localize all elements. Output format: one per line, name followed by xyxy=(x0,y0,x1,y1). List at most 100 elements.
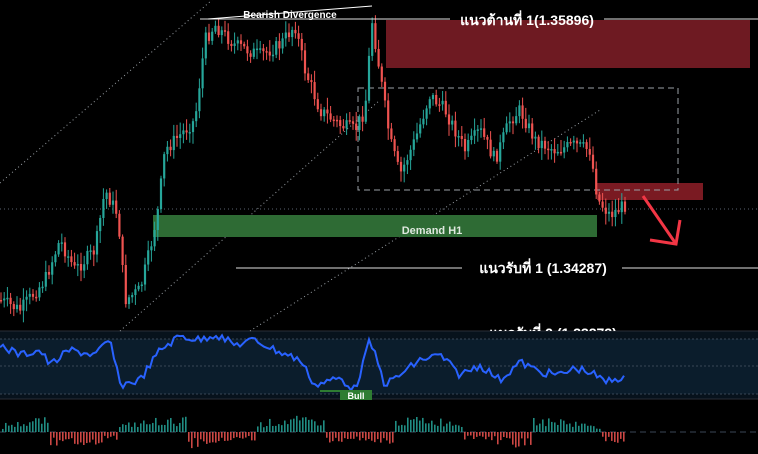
candle-body xyxy=(579,142,582,144)
histogram-bar xyxy=(107,432,109,439)
candle-body xyxy=(22,299,25,311)
candle-body xyxy=(102,198,105,218)
candle-body xyxy=(265,51,268,53)
histogram-bar xyxy=(197,432,199,447)
candle-body xyxy=(54,254,57,263)
histogram-bar xyxy=(530,432,532,445)
candle-body xyxy=(403,164,406,172)
momentum-histogram xyxy=(2,415,625,449)
histogram-bar xyxy=(488,432,490,437)
candle-body xyxy=(195,111,198,122)
histogram-bar xyxy=(611,432,613,441)
candle-body xyxy=(134,289,137,296)
histogram-bar xyxy=(32,421,34,432)
histogram-bar xyxy=(167,419,169,432)
histogram-bar xyxy=(497,432,499,445)
supply-zone-small xyxy=(597,183,703,200)
histogram-bar xyxy=(236,432,238,438)
histogram-bar xyxy=(125,424,127,432)
histogram-bar xyxy=(458,425,460,432)
histogram-bar xyxy=(317,425,319,432)
resistance-1-label: แนวต้านที่ 1(1.35896) xyxy=(460,10,594,28)
candle-body xyxy=(220,30,223,36)
histogram-bar xyxy=(338,432,340,442)
histogram-bar xyxy=(548,418,550,432)
histogram-bar xyxy=(35,418,37,432)
candle-body xyxy=(175,135,179,138)
candle-body xyxy=(367,55,371,101)
histogram-bar xyxy=(362,432,364,438)
histogram-bar xyxy=(521,432,523,439)
histogram-bar xyxy=(503,432,505,438)
candle-body xyxy=(447,114,451,125)
candle-body xyxy=(415,133,419,140)
histogram-bar xyxy=(350,432,352,439)
histogram-bar xyxy=(614,432,616,443)
candle-body xyxy=(537,136,540,149)
histogram-bar xyxy=(62,432,64,442)
histogram-bar xyxy=(407,417,409,432)
histogram-bar xyxy=(110,432,112,437)
histogram-bar xyxy=(542,419,544,432)
histogram-bar xyxy=(224,432,226,441)
candle-body xyxy=(588,149,591,155)
histogram-bar xyxy=(275,425,277,432)
candle-body xyxy=(262,48,265,52)
candle-body xyxy=(390,128,393,140)
candle-body xyxy=(339,120,342,127)
histogram-bar xyxy=(290,419,292,432)
candle-body xyxy=(259,48,262,50)
candle-body xyxy=(73,262,76,266)
candle-body xyxy=(92,250,95,255)
histogram-bar xyxy=(8,425,10,432)
candle-body xyxy=(483,128,486,137)
candle-body xyxy=(255,48,259,51)
histogram-bar xyxy=(92,432,94,440)
histogram-bar xyxy=(587,425,589,432)
histogram-bar xyxy=(590,425,592,432)
candle-body xyxy=(332,119,335,122)
histogram-bar xyxy=(134,422,136,432)
support-2-label: แนวรับที่ 2 (1.33873) xyxy=(489,323,617,341)
candle-body xyxy=(383,81,387,101)
histogram-bar xyxy=(371,432,373,441)
candle-body xyxy=(524,118,527,129)
histogram-bar xyxy=(452,425,454,432)
histogram-bar xyxy=(122,424,124,432)
histogram-bar xyxy=(20,426,22,432)
histogram-bar xyxy=(116,432,118,440)
candle-body xyxy=(527,123,531,129)
histogram-bar xyxy=(380,432,382,443)
candle-body xyxy=(515,116,518,124)
candle-body xyxy=(454,120,457,137)
bearish-arrow-icon xyxy=(641,195,682,246)
candle-body xyxy=(470,135,473,141)
candle-body xyxy=(76,263,79,266)
candle-body xyxy=(380,66,383,82)
candle-body xyxy=(185,130,188,133)
histogram-bar xyxy=(137,427,139,432)
histogram-bar xyxy=(389,432,391,444)
histogram-bar xyxy=(464,432,466,440)
candle-body xyxy=(553,149,556,154)
histogram-bar xyxy=(557,424,559,432)
candle-body xyxy=(396,151,399,162)
candle-body xyxy=(233,43,236,47)
divergence-label: Bearish Divergence xyxy=(243,10,337,21)
candle-body xyxy=(31,293,35,297)
histogram-bar xyxy=(599,428,601,432)
histogram-bar xyxy=(533,417,535,432)
histogram-bar xyxy=(485,432,487,440)
supply-zone xyxy=(386,20,750,68)
histogram-bar xyxy=(563,420,565,432)
histogram-bar xyxy=(455,424,457,432)
histogram-bar xyxy=(89,432,91,443)
histogram-bar xyxy=(593,426,595,432)
candle-body xyxy=(182,130,185,135)
candle-body xyxy=(326,109,329,114)
candle-body xyxy=(297,33,300,39)
histogram-bar xyxy=(2,428,4,432)
candle-body xyxy=(540,140,543,149)
histogram-bar xyxy=(149,424,151,432)
histogram-bar xyxy=(104,432,106,436)
